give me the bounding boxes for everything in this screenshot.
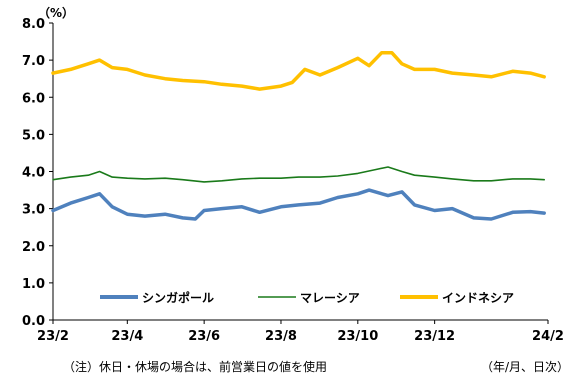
series-line-malaysia xyxy=(52,166,546,183)
legend: シンガポール マレーシア インドネシア xyxy=(100,290,514,305)
y-tick-label: 4.0 xyxy=(22,166,45,181)
y-tick-label: 2.0 xyxy=(22,240,45,255)
y-tick-label: 1.0 xyxy=(22,277,45,292)
x-tick-label: 23/4 xyxy=(111,329,143,344)
footnote: （注）休日・休場の場合は、前営業日の値を使用 xyxy=(63,359,327,374)
x-tick-label: 23/8 xyxy=(265,329,297,344)
legend-label: マレーシア xyxy=(300,291,360,305)
y-tick-label: 8.0 xyxy=(22,17,45,32)
x-tick-label: 23/12 xyxy=(414,329,455,344)
series-line-indonesia xyxy=(51,50,546,91)
legend-label: シンガポール xyxy=(142,290,214,305)
series-line-singapore xyxy=(51,188,546,221)
y-tick-label: 5.0 xyxy=(22,128,45,143)
series-layer xyxy=(51,50,546,221)
x-tick-label: 23/2 xyxy=(37,329,69,344)
y-tick-label: 3.0 xyxy=(22,203,45,218)
y-tick-label: 7.0 xyxy=(22,54,45,69)
y-tick-label: 0.0 xyxy=(22,314,45,329)
y-tick-label: 6.0 xyxy=(22,91,45,106)
date-format-label: （年/月、日次） xyxy=(481,360,569,374)
unit-label: （%） xyxy=(38,5,74,20)
y-axis: 0.0 1.0 2.0 3.0 4.0 5.0 6.0 7.0 8.0 xyxy=(22,17,54,329)
legend-label: インドネシア xyxy=(442,291,514,305)
x-tick-label: 24/2 xyxy=(532,329,564,344)
x-tick-label: 23/6 xyxy=(188,329,220,344)
x-tick-label: 23/10 xyxy=(337,329,378,344)
x-axis: 23/2 23/4 23/6 23/8 23/10 23/12 24/2 xyxy=(37,319,564,344)
